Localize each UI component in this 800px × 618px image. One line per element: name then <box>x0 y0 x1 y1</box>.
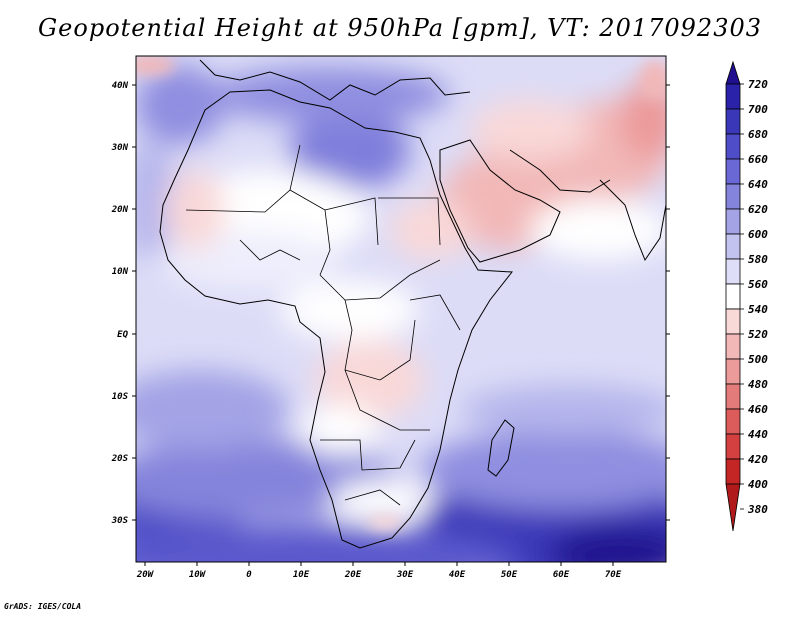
colorbar-label: 660 <box>748 153 768 166</box>
colorbar-swatch <box>725 233 741 260</box>
colorbar-swatch <box>725 183 741 210</box>
colorbar-swatch <box>725 108 741 135</box>
colorbar-label: 580 <box>748 253 768 266</box>
lon-label: 20E <box>344 570 362 580</box>
lon-label: 10W <box>189 570 207 580</box>
colorbar-swatch <box>725 383 741 410</box>
country-borders <box>185 144 461 506</box>
lon-label: 60E <box>553 570 570 580</box>
colorbar-swatch <box>725 358 741 385</box>
colorbar-label: 560 <box>748 278 768 291</box>
lat-label: 30N <box>111 143 129 153</box>
lat-label: 20S <box>111 454 129 464</box>
colorbar-swatch <box>725 458 741 485</box>
colorbar-swatch <box>725 408 741 435</box>
colorbar-swatch <box>725 283 741 310</box>
lat-label: EQ <box>117 330 128 340</box>
europe-coastline <box>199 59 471 101</box>
colorbar: 720 700 680 660 640 620 600 580 560 540 520 500 480 4… <box>725 60 768 532</box>
colorbar-arrow-bottom <box>725 483 741 532</box>
madagascar-coastline <box>487 419 515 477</box>
latitude-axis: 40N 30N 20N 10N EQ 10S 20S 30S <box>111 81 670 526</box>
colorbar-swatch <box>725 83 741 110</box>
grads-credit: GrADS: IGES/COLA <box>4 602 82 611</box>
colorbar-label: 420 <box>748 453 768 466</box>
lat-label: 20N <box>111 205 129 215</box>
arabia-coastline <box>439 139 561 263</box>
colorbar-swatch <box>725 258 741 285</box>
colorbar-label: 500 <box>748 353 768 366</box>
colorbar-swatch <box>725 333 741 360</box>
colorbar-label: 380 <box>747 503 768 516</box>
lat-label: 40N <box>112 81 129 91</box>
lon-label: 40E <box>449 570 466 580</box>
iran-coastline <box>509 149 611 193</box>
lat-label: 10S <box>112 392 129 402</box>
africa-coastline <box>159 89 513 549</box>
coastlines <box>159 59 666 549</box>
lon-label: 0 <box>246 570 252 580</box>
lon-label: 10E <box>293 570 310 580</box>
lon-label: 50E <box>501 570 518 580</box>
colorbar-label: 480 <box>748 378 768 391</box>
longitude-axis: 20W 10W 0 10E 20E 30E 40E 50E 60E 70E <box>136 562 622 580</box>
colorbar-label: 640 <box>748 178 768 191</box>
plot-frame <box>135 55 667 563</box>
map-title: Geopotential Height at 950hPa [gpm], VT:… <box>38 14 762 42</box>
lat-label: 10N <box>112 267 129 277</box>
colorbar-label: 700 <box>748 103 768 116</box>
lon-label: 70E <box>605 570 622 580</box>
india-coastline <box>599 179 666 262</box>
colorbar-label: 460 <box>748 403 768 416</box>
colorbar-label: 520 <box>748 328 768 341</box>
colorbar-label: 600 <box>748 228 768 241</box>
colorbar-label: 620 <box>748 203 768 216</box>
lat-label: 30S <box>111 516 129 526</box>
colorbar-swatch <box>725 133 741 160</box>
height-field <box>136 56 666 562</box>
colorbar-label: 440 <box>748 428 768 441</box>
colorbar-arrow-top <box>725 60 741 85</box>
colorbar-label: 400 <box>748 478 768 491</box>
colorbar-swatch <box>725 208 741 235</box>
lon-label: 20W <box>136 570 155 580</box>
colorbar-swatch <box>725 433 741 460</box>
lon-label: 30E <box>396 570 414 580</box>
colorbar-swatch <box>725 308 741 335</box>
colorbar-swatch <box>725 158 741 185</box>
colorbar-label: 540 <box>748 303 768 316</box>
colorbar-label: 680 <box>748 128 768 141</box>
colorbar-label: 720 <box>748 78 768 91</box>
